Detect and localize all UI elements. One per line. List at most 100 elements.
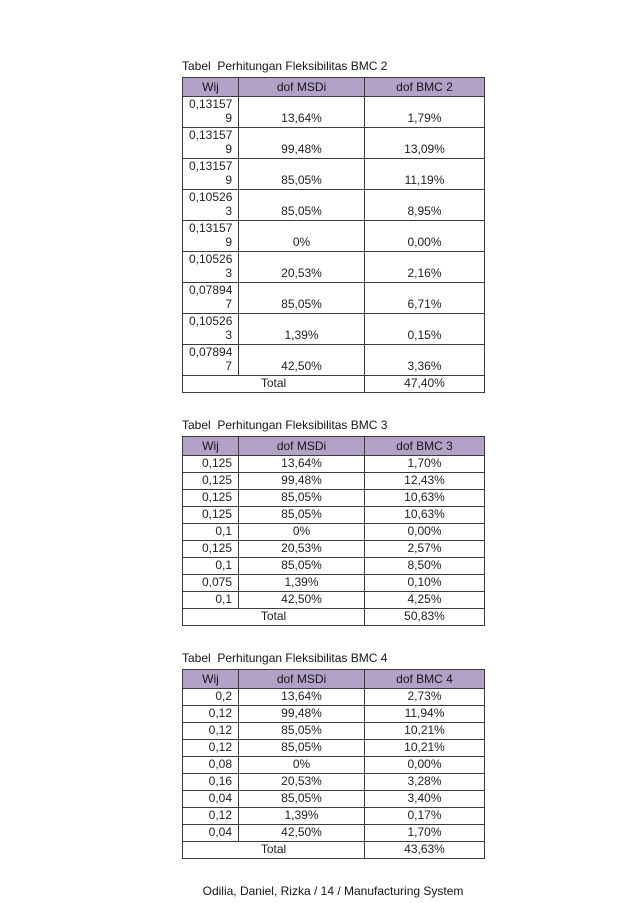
dof-msdi-cell: 99,48% [238, 705, 365, 723]
wij-cell: 0,10526 3 [182, 189, 239, 221]
total-value-cell: 50,83% [364, 608, 485, 626]
total-label-cell: Total [182, 841, 365, 859]
column-header-dof-bmc: dof BMC 2 [364, 77, 485, 97]
dof-bmc-cell: 0,00% [364, 523, 485, 541]
table-title: Tabel Perhitungan Fleksibilitas BMC 3 [182, 418, 388, 432]
wij-cell: 0,12 [182, 705, 239, 723]
dof-msdi-cell: 13,64% [238, 688, 365, 706]
table-row: 0,10526 3 1,39% 0,15% [182, 313, 485, 345]
table-row: 0,10526 3 85,05% 8,95% [182, 189, 485, 221]
table-row: 0,08 0% 0,00% [182, 756, 485, 774]
wij-cell: 0,08 [182, 756, 239, 774]
flexibility-table: Wij dof MSDi dof BMC 4 0,2 13,64% 2,73% 0,1… [182, 669, 485, 859]
dof-msdi-cell: 99,48% [238, 472, 365, 490]
header-row: Wij dof MSDi dof BMC 4 [182, 669, 485, 689]
wij-cell: 0,07894 7 [182, 282, 239, 314]
dof-bmc-cell: 1,70% [364, 455, 485, 473]
total-label-cell: Total [182, 375, 365, 393]
table-row: 0,10526 3 20,53% 2,16% [182, 251, 485, 283]
wij-cell: 0,1 [182, 557, 239, 575]
dof-bmc-cell: 1,79% [364, 96, 485, 128]
wij-cell: 0,125 [182, 540, 239, 558]
dof-bmc-cell: 0,00% [364, 220, 485, 252]
dof-msdi-cell: 85,05% [238, 790, 365, 808]
wij-cell: 0,125 [182, 506, 239, 524]
wij-cell: 0,12 [182, 807, 239, 825]
table-row: 0,12 85,05% 10,21% [182, 722, 485, 740]
dof-msdi-cell: 20,53% [238, 251, 365, 283]
wij-cell: 0,125 [182, 489, 239, 507]
dof-msdi-cell: 42,50% [238, 344, 365, 376]
table-section: Tabel Perhitungan Fleksibilitas BMC 3 Wi… [182, 418, 485, 626]
footer-credit: Odilia, Daniel, Rizka / 14 / Manufacturi… [202, 884, 464, 898]
column-header-dof-bmc: dof BMC 3 [364, 436, 485, 456]
table-row: 0,13157 9 99,48% 13,09% [182, 127, 485, 159]
wij-cell: 0,10526 3 [182, 251, 239, 283]
dof-bmc-cell: 2,57% [364, 540, 485, 558]
dof-bmc-cell: 0,15% [364, 313, 485, 345]
table-section: Tabel Perhitungan Fleksibilitas BMC 4 Wi… [182, 651, 485, 859]
table-row: 0,125 20,53% 2,57% [182, 540, 485, 558]
dof-msdi-cell: 20,53% [238, 773, 365, 791]
wij-cell: 0,13157 9 [182, 158, 239, 190]
column-header-wij: Wij [182, 669, 239, 689]
dof-msdi-cell: 42,50% [238, 591, 365, 609]
table-row: 0,125 85,05% 10,63% [182, 506, 485, 524]
table-row: 0,04 42,50% 1,70% [182, 824, 485, 842]
total-row: Total 50,83% [182, 608, 485, 626]
wij-cell: 0,16 [182, 773, 239, 791]
dof-bmc-cell: 0,00% [364, 756, 485, 774]
column-header-dof-msdi: dof MSDi [238, 77, 365, 97]
dof-bmc-cell: 8,50% [364, 557, 485, 575]
total-row: Total 47,40% [182, 375, 485, 393]
dof-msdi-cell: 85,05% [238, 282, 365, 314]
dof-msdi-cell: 42,50% [238, 824, 365, 842]
tables-container: Tabel Perhitungan Fleksibilitas BMC 2 Wi… [182, 59, 485, 859]
dof-bmc-cell: 10,63% [364, 506, 485, 524]
dof-bmc-cell: 10,63% [364, 489, 485, 507]
dof-bmc-cell: 3,36% [364, 344, 485, 376]
table-row: 0,1 42,50% 4,25% [182, 591, 485, 609]
dof-msdi-cell: 13,64% [238, 455, 365, 473]
flexibility-table: Wij dof MSDi dof BMC 2 0,13157 9 13,64% 1,… [182, 77, 485, 393]
dof-bmc-cell: 1,70% [364, 824, 485, 842]
wij-cell: 0,10526 3 [182, 313, 239, 345]
table-row: 0,1 85,05% 8,50% [182, 557, 485, 575]
dof-bmc-cell: 8,95% [364, 189, 485, 221]
dof-bmc-cell: 2,16% [364, 251, 485, 283]
dof-msdi-cell: 99,48% [238, 127, 365, 159]
wij-cell: 0,1 [182, 523, 239, 541]
dof-bmc-cell: 0,10% [364, 574, 485, 592]
dof-bmc-cell: 6,71% [364, 282, 485, 314]
dof-msdi-cell: 85,05% [238, 506, 365, 524]
dof-bmc-cell: 11,19% [364, 158, 485, 190]
wij-cell: 0,07894 7 [182, 344, 239, 376]
dof-bmc-cell: 3,28% [364, 773, 485, 791]
table-row: 0,075 1,39% 0,10% [182, 574, 485, 592]
dof-msdi-cell: 85,05% [238, 489, 365, 507]
dof-msdi-cell: 0% [238, 523, 365, 541]
flexibility-table: Wij dof MSDi dof BMC 3 0,125 13,64% 1,70% 0… [182, 436, 485, 626]
total-value-cell: 43,63% [364, 841, 485, 859]
table-row: 0,13157 9 0% 0,00% [182, 220, 485, 252]
table-row: 0,12 1,39% 0,17% [182, 807, 485, 825]
wij-cell: 0,13157 9 [182, 220, 239, 252]
table-row: 0,13157 9 85,05% 11,19% [182, 158, 485, 190]
wij-cell: 0,075 [182, 574, 239, 592]
table-row: 0,125 99,48% 12,43% [182, 472, 485, 490]
table-row: 0,1 0% 0,00% [182, 523, 485, 541]
wij-cell: 0,12 [182, 739, 239, 757]
wij-cell: 0,125 [182, 455, 239, 473]
wij-cell: 0,2 [182, 688, 239, 706]
wij-cell: 0,12 [182, 722, 239, 740]
wij-cell: 0,04 [182, 824, 239, 842]
dof-bmc-cell: 3,40% [364, 790, 485, 808]
column-header-dof-bmc: dof BMC 4 [364, 669, 485, 689]
table-title: Tabel Perhitungan Fleksibilitas BMC 4 [182, 651, 388, 665]
dof-bmc-cell: 10,21% [364, 722, 485, 740]
wij-cell: 0,125 [182, 472, 239, 490]
header-row: Wij dof MSDi dof BMC 3 [182, 436, 485, 456]
dof-msdi-cell: 0% [238, 220, 365, 252]
dof-msdi-cell: 20,53% [238, 540, 365, 558]
